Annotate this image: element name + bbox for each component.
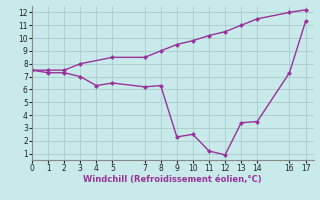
- X-axis label: Windchill (Refroidissement éolien,°C): Windchill (Refroidissement éolien,°C): [84, 175, 262, 184]
